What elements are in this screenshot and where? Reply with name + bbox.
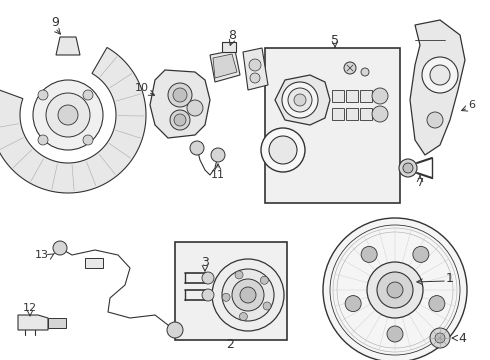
Circle shape — [361, 246, 377, 262]
Circle shape — [361, 68, 369, 76]
Circle shape — [202, 272, 214, 284]
Circle shape — [430, 328, 450, 348]
Circle shape — [345, 296, 361, 312]
Circle shape — [367, 262, 423, 318]
Text: 7: 7 — [416, 178, 423, 188]
Circle shape — [33, 80, 103, 150]
Circle shape — [190, 141, 204, 155]
Polygon shape — [275, 75, 330, 125]
Circle shape — [403, 163, 413, 173]
Circle shape — [435, 333, 445, 343]
Circle shape — [294, 94, 306, 106]
Circle shape — [427, 112, 443, 128]
Circle shape — [429, 296, 445, 312]
Polygon shape — [410, 20, 465, 155]
Bar — [332, 90, 344, 102]
Circle shape — [288, 88, 312, 112]
Polygon shape — [150, 70, 210, 138]
Circle shape — [387, 326, 403, 342]
Circle shape — [222, 269, 274, 321]
Bar — [346, 90, 358, 102]
Circle shape — [250, 73, 260, 83]
Circle shape — [240, 312, 247, 320]
Polygon shape — [0, 48, 146, 193]
Circle shape — [170, 110, 190, 130]
Circle shape — [222, 293, 230, 301]
Text: 8: 8 — [228, 28, 236, 41]
Polygon shape — [213, 54, 237, 78]
Circle shape — [422, 57, 458, 93]
Text: 12: 12 — [23, 303, 37, 313]
Circle shape — [174, 114, 186, 126]
Bar — [332, 108, 344, 120]
Circle shape — [372, 88, 388, 104]
Text: 6: 6 — [468, 100, 475, 110]
Circle shape — [167, 322, 183, 338]
Circle shape — [83, 90, 93, 100]
Circle shape — [249, 59, 261, 71]
Bar — [360, 90, 372, 102]
Circle shape — [240, 287, 256, 303]
Circle shape — [235, 271, 243, 279]
Circle shape — [202, 289, 214, 301]
Circle shape — [261, 128, 305, 172]
Bar — [48, 318, 66, 328]
Circle shape — [173, 88, 187, 102]
Text: 4: 4 — [458, 332, 466, 345]
Polygon shape — [56, 37, 80, 55]
Bar — [175, 242, 287, 340]
Text: 2: 2 — [226, 338, 234, 351]
Text: 11: 11 — [211, 170, 225, 180]
Polygon shape — [210, 50, 240, 82]
Circle shape — [212, 259, 284, 331]
Circle shape — [38, 90, 48, 100]
Text: 13: 13 — [35, 250, 49, 260]
Text: 9: 9 — [51, 15, 59, 28]
Circle shape — [372, 106, 388, 122]
Circle shape — [187, 100, 203, 116]
Circle shape — [282, 82, 318, 118]
Circle shape — [387, 282, 403, 298]
Polygon shape — [243, 48, 268, 90]
Circle shape — [413, 246, 429, 262]
Circle shape — [38, 135, 48, 145]
Text: 10: 10 — [135, 83, 149, 93]
Bar — [360, 108, 372, 120]
Bar — [346, 108, 358, 120]
Circle shape — [377, 272, 413, 308]
Bar — [222, 42, 236, 52]
Circle shape — [260, 276, 269, 284]
Circle shape — [430, 65, 450, 85]
Circle shape — [399, 159, 417, 177]
Circle shape — [168, 83, 192, 107]
Circle shape — [269, 136, 297, 164]
Circle shape — [83, 135, 93, 145]
Text: 3: 3 — [201, 256, 209, 269]
Circle shape — [46, 93, 90, 137]
Text: 1: 1 — [446, 271, 454, 284]
Bar — [265, 48, 400, 203]
Circle shape — [344, 62, 356, 74]
Circle shape — [323, 218, 467, 360]
Bar — [85, 258, 103, 268]
Circle shape — [58, 105, 78, 125]
Circle shape — [263, 302, 271, 310]
Polygon shape — [18, 315, 48, 330]
Circle shape — [53, 241, 67, 255]
Circle shape — [232, 279, 264, 311]
Text: 5: 5 — [331, 33, 339, 46]
Circle shape — [211, 148, 225, 162]
